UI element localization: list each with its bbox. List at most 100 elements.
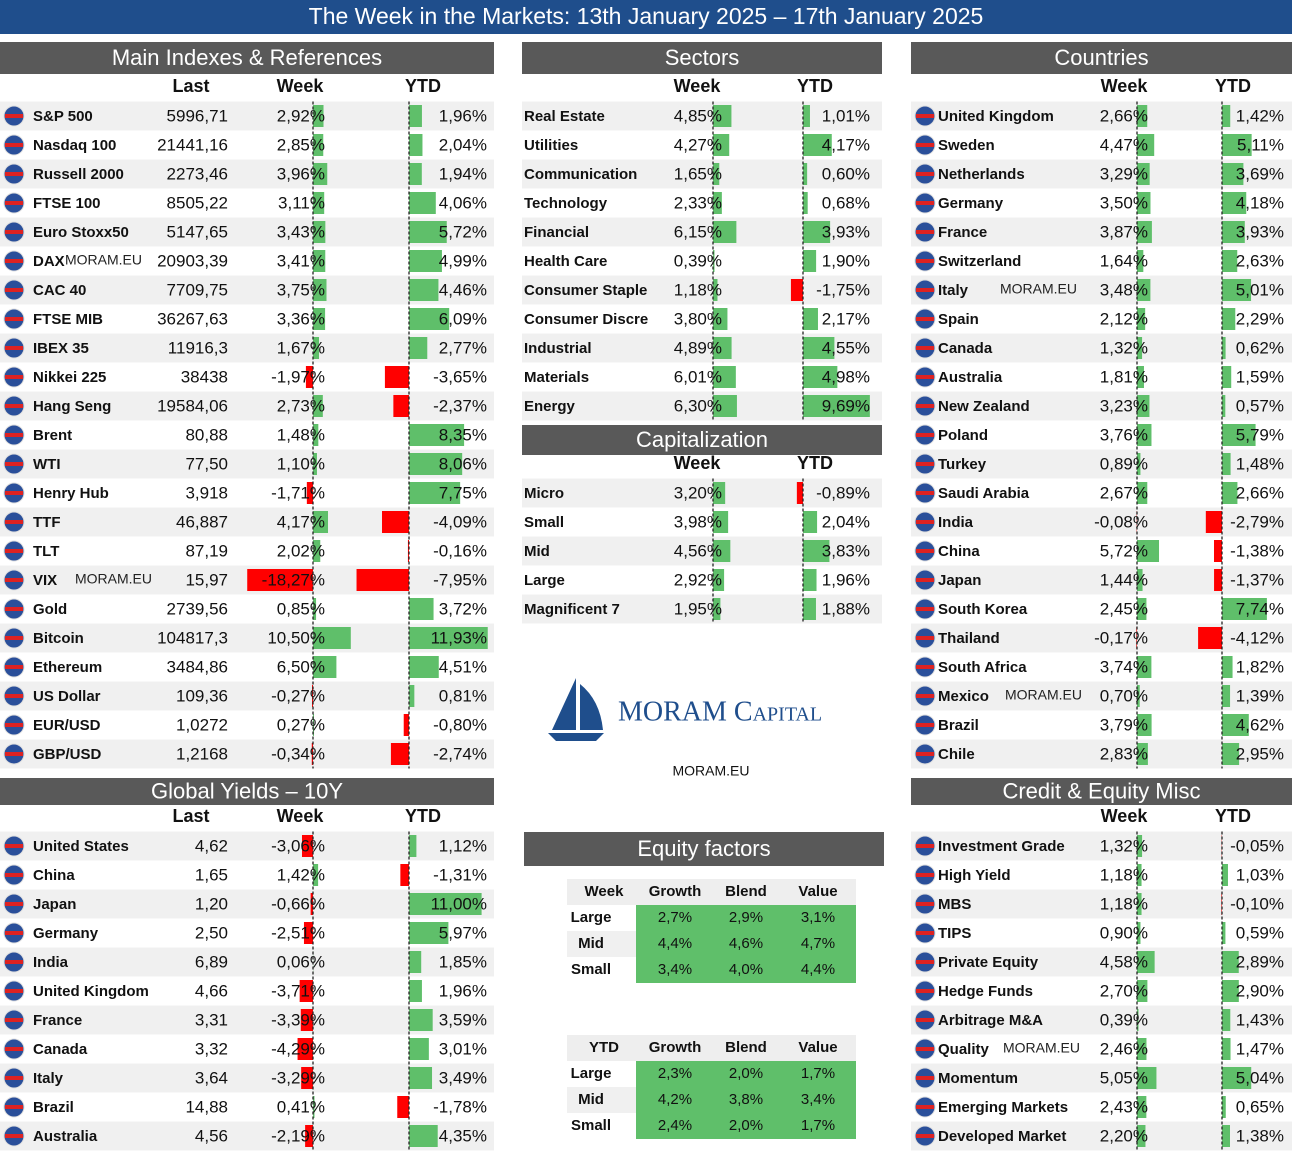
cell-value: 1,32%: [1100, 836, 1148, 855]
cell-value: 3,72%: [439, 599, 487, 618]
cell-value: 1,7%: [801, 1117, 835, 1134]
cell-value: 3,93%: [1236, 222, 1284, 241]
row-icon-stripe: [916, 114, 934, 118]
cell-value: 2,90%: [1236, 981, 1284, 1000]
data-bar: [1137, 163, 1150, 185]
cell-value: 4,4%: [801, 961, 835, 978]
cell-value: 1,65%: [674, 164, 722, 183]
table-row: FTSE 100 8505,22 3,11% 4,06%: [3, 192, 487, 214]
cell-value: 1,43%: [1236, 1010, 1284, 1029]
data-bar: [1137, 424, 1152, 446]
data-bar: [713, 540, 731, 562]
cell-value: -2,37%: [433, 396, 487, 415]
data-bar: [313, 1096, 315, 1118]
cell-value: 0,81%: [439, 686, 487, 705]
cell-value: 2,43%: [1100, 1097, 1148, 1116]
cell-value: 0,39%: [1100, 1010, 1148, 1029]
cell-value: 1,39%: [1236, 686, 1284, 705]
row-icon-stripe: [5, 317, 23, 321]
data-bar: [1222, 1096, 1226, 1118]
row-icon-stripe: [5, 491, 23, 495]
data-bar: [313, 864, 319, 886]
table-row: India 6,89 0,06% 1,85%: [0, 947, 494, 977]
sail: [580, 684, 603, 730]
row-icon-stripe: [916, 230, 934, 234]
data-bar: [1137, 864, 1142, 886]
row-icon-stripe: [5, 607, 23, 611]
row-label: Brent: [33, 427, 72, 444]
cell-value: -0,08%: [1094, 512, 1148, 531]
cell-value: 10,50%: [267, 628, 325, 647]
data-bar: [409, 627, 488, 649]
data-bar: [713, 598, 721, 620]
data-bar: [313, 134, 324, 156]
table-row: Henry Hub 3,918 -1,71% 7,75%: [3, 482, 487, 504]
cell-value: 3,93%: [822, 222, 870, 241]
row-background: [522, 594, 882, 624]
row-icon-stripe: [916, 549, 934, 553]
data-bar: [1222, 163, 1244, 185]
data-bar: [1137, 134, 1155, 156]
data-bar: [1222, 980, 1239, 1002]
cell-value: 5,72%: [1100, 541, 1148, 560]
data-bar: [1137, 395, 1150, 417]
data-bar: [300, 1009, 313, 1031]
section-header: [524, 832, 884, 866]
row-icon-stripe: [5, 694, 23, 698]
cell-value: 1,90%: [822, 251, 870, 270]
row-icon-stripe: [916, 1105, 934, 1109]
cell-value: 4,17%: [822, 135, 870, 154]
row-label: Quality: [938, 1041, 990, 1058]
cell-value: 2,04%: [439, 135, 487, 154]
table-row: Euro Stoxx50 5147,65 3,43% 5,72%: [0, 217, 494, 247]
cell-value: 9,69%: [822, 396, 870, 415]
section-header: [911, 42, 1292, 74]
cell-value: 6,15%: [674, 222, 722, 241]
data-bar: [803, 540, 830, 562]
section-title: Global Yields – 10Y: [151, 778, 343, 803]
data-bar: [1222, 1038, 1231, 1060]
data-bar: [1137, 951, 1155, 973]
cell-value: 7,75%: [439, 483, 487, 502]
row-label: United States: [33, 838, 129, 855]
row-label: India: [33, 954, 69, 971]
data-bar: [409, 1038, 429, 1060]
data-bar: [1137, 105, 1148, 127]
cell-value: 4,17%: [277, 512, 325, 531]
row-label: Consumer Staple: [524, 282, 647, 299]
table-row: United Kingdom 4,66 -3,71% 1,96%: [3, 980, 487, 1002]
cell-value: 3,64: [195, 1068, 228, 1087]
row-icon-stripe: [916, 694, 934, 698]
row-icon-stripe: [916, 375, 934, 379]
cell-value: 1,96%: [439, 106, 487, 125]
row-icon-stripe: [5, 665, 23, 669]
data-bar: [409, 922, 449, 944]
row-label: Small: [524, 514, 564, 531]
row-label: United Kingdom: [938, 108, 1054, 125]
table-row: Brazil 3,79% 4,62%: [914, 714, 1284, 736]
row-icon-stripe: [5, 172, 23, 176]
section-yields: Global Yields – 10Y Last Week YTD United Sta…: [0, 778, 494, 1151]
logo-site: MORAM.EU: [673, 763, 750, 779]
row-background: [0, 739, 494, 769]
data-bar: [1137, 1067, 1157, 1089]
row-label: Bitcoin: [33, 630, 84, 647]
row-background: [911, 623, 1292, 653]
cell-value: 2,7%: [658, 909, 692, 926]
section-header: [522, 42, 882, 74]
row-label: Small: [571, 1117, 611, 1134]
table-row: Italy 3,64 -3,29% 3,49%: [0, 1063, 494, 1093]
cell-value: 1,20: [195, 894, 228, 913]
data-bar: [803, 105, 810, 127]
data-bar: [1222, 192, 1247, 214]
table-row: S&P 500 5996,71 2,92% 1,96%: [0, 101, 494, 131]
cell-value: 4,18%: [1236, 193, 1284, 212]
data-bar: [313, 453, 317, 475]
table-row: Sweden 4,47% 5,11%: [914, 134, 1284, 156]
data-bar: [803, 163, 808, 185]
cell-value: 3,59%: [439, 1010, 487, 1029]
data-bar: [713, 279, 718, 301]
cell-value: 2,33%: [674, 193, 722, 212]
cell-value: 2,63%: [1236, 251, 1284, 270]
data-bar: [803, 511, 818, 533]
